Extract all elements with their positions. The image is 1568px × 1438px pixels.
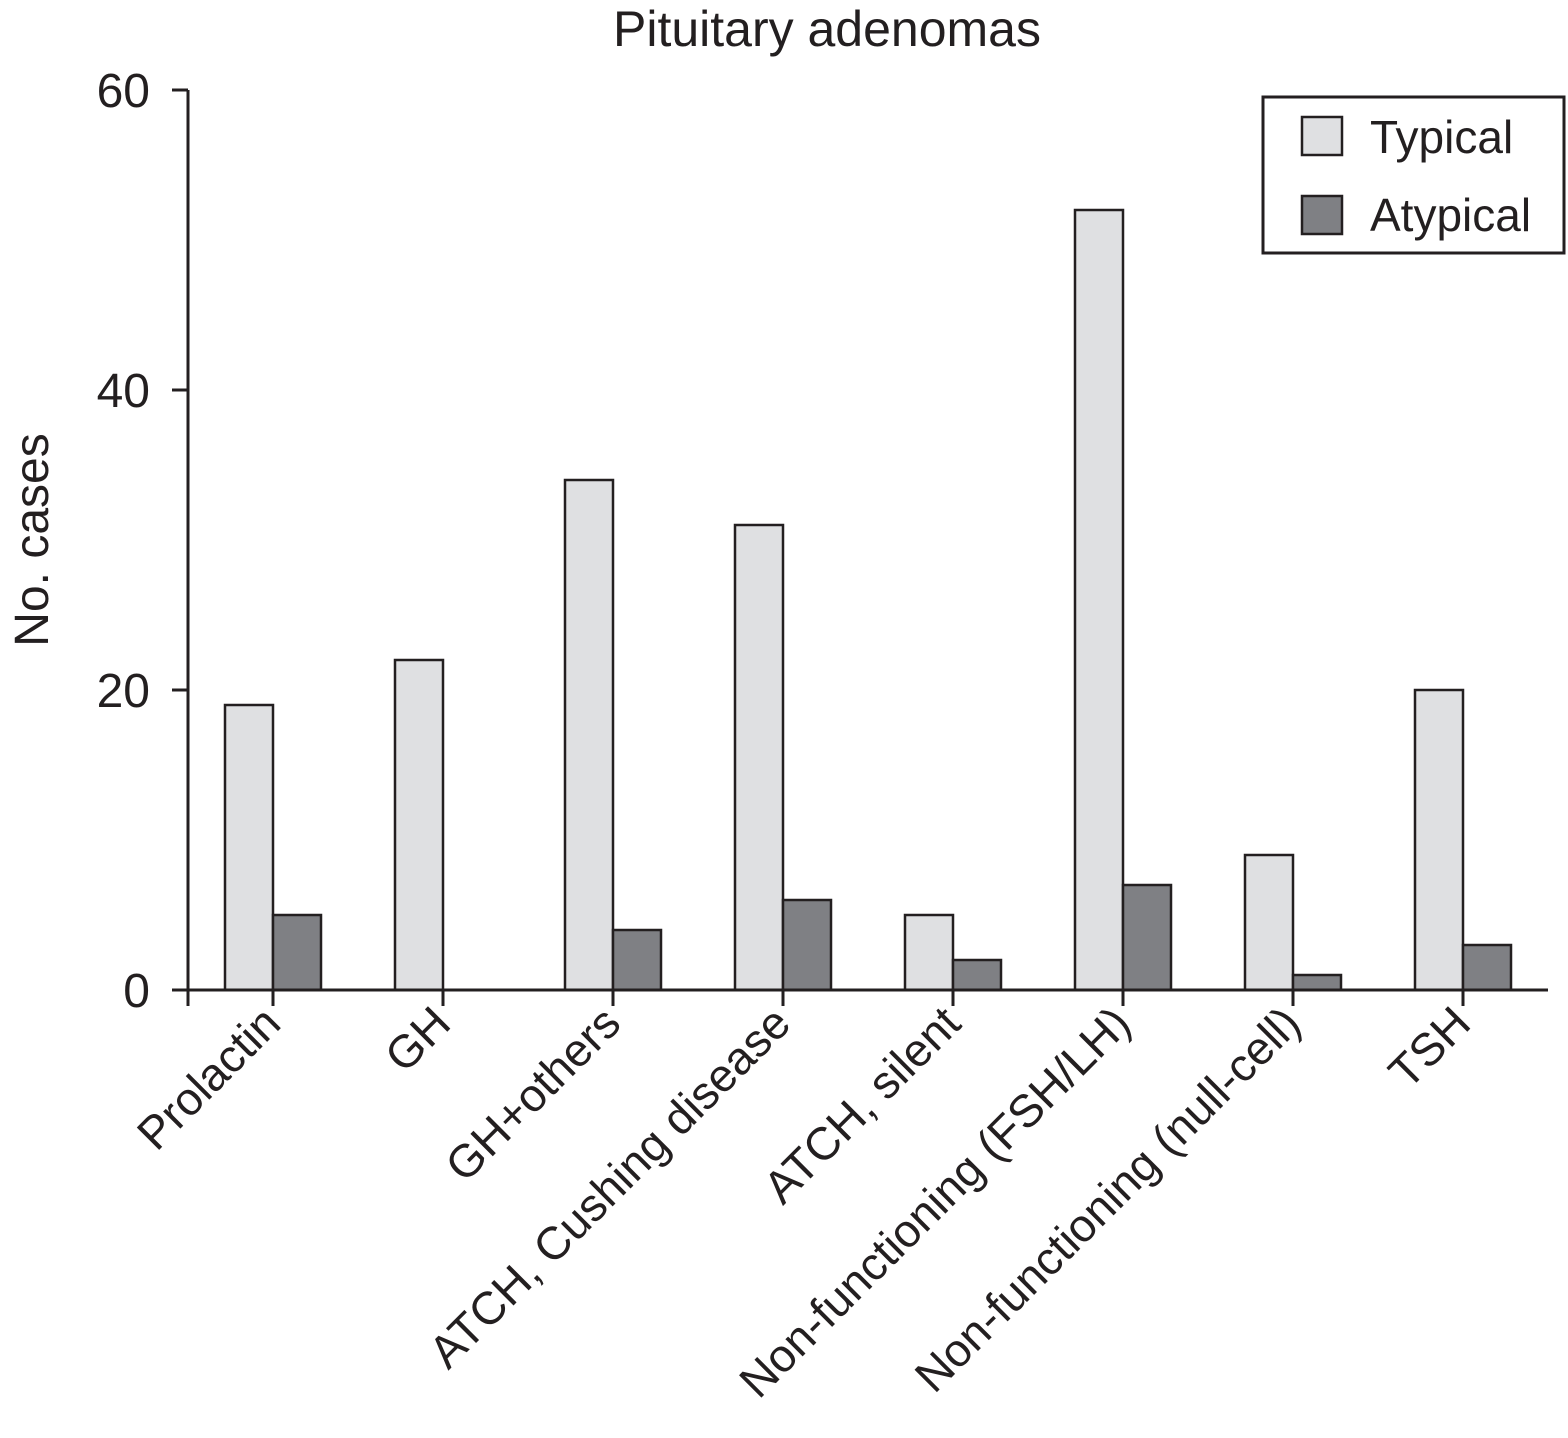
bar-typical	[223, 703, 275, 992]
legend: Typical Atypical	[1261, 95, 1566, 255]
y-tick-label: 0	[123, 965, 150, 1018]
bar-typical	[1073, 208, 1125, 992]
y-tick-label: 60	[97, 65, 150, 118]
x-tick-label: TSH	[1378, 996, 1480, 1098]
legend-label-typical: Typical	[1370, 111, 1513, 163]
bar-typical	[1243, 853, 1295, 992]
legend-label-atypical: Atypical	[1370, 189, 1531, 241]
y-axis-ticks: 0 20 40 60	[97, 65, 188, 1018]
bar-atypical	[781, 898, 833, 992]
y-axis-label: No. cases	[6, 433, 59, 646]
bar-atypical	[611, 928, 663, 992]
bar-typical	[733, 523, 785, 992]
bar-atypical	[1121, 883, 1173, 992]
bar-atypical	[951, 958, 1003, 992]
x-tick-label: Prolactin	[127, 996, 290, 1159]
bar-atypical	[1291, 973, 1343, 992]
bar-atypical	[271, 913, 323, 992]
bar-typical	[393, 658, 445, 992]
bar-typical	[1413, 688, 1465, 992]
legend-swatch-typical	[1300, 115, 1344, 157]
y-tick-label: 20	[97, 665, 150, 718]
y-tick-label: 40	[97, 365, 150, 418]
bar-atypical	[1461, 943, 1513, 992]
bar-typical	[563, 478, 615, 992]
bars	[223, 208, 1513, 992]
chart-title: Pituitary adenomas	[613, 1, 1041, 57]
x-axis-ticks	[271, 990, 1465, 1006]
legend-swatch-atypical	[1300, 194, 1344, 236]
x-tick-label: GH	[375, 996, 461, 1082]
bar-typical	[903, 913, 955, 992]
